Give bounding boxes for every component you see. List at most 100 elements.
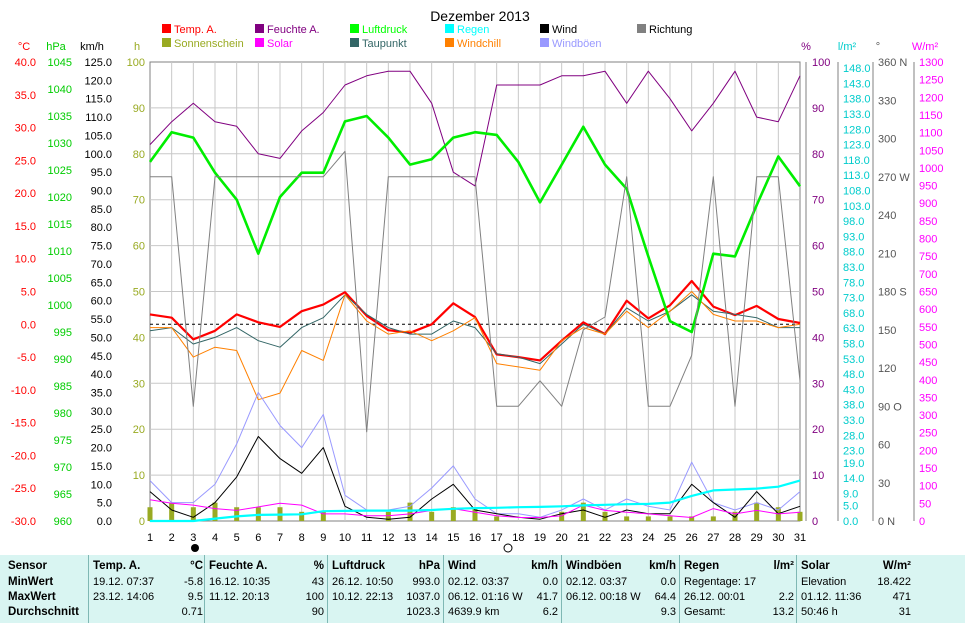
sunshine-bar [494, 516, 500, 521]
x-tick-label: 23 [621, 532, 633, 544]
y-tick-wind: 50.0 [91, 332, 112, 344]
y-tick-pressure: 975 [54, 435, 72, 447]
y-tick-wind: 90.0 [91, 186, 112, 198]
y-tick-humidity: 90 [812, 103, 824, 115]
axis-unit-solar: W/m² [912, 41, 939, 53]
y-tick-pressure: 1035 [48, 111, 72, 123]
table-cell-value: 993.0 [412, 576, 440, 588]
y-tick-solar: 250 [919, 428, 937, 440]
y-tick-rain: 19.0 [843, 458, 864, 470]
y-tick-rain: 103.0 [843, 201, 871, 213]
table-cell-value: 64.4 [654, 591, 676, 603]
table-row-label: MinWert [8, 576, 54, 588]
y-tick-solar: 300 [919, 410, 937, 422]
table-cell-value: 1037.0 [406, 591, 440, 603]
sunshine-bar [559, 511, 565, 521]
table-cell-value: 18.422 [877, 576, 911, 588]
table-cell: 50:46 h [801, 606, 838, 618]
x-tick-label: 12 [382, 532, 394, 544]
x-tick-label: 19 [534, 532, 546, 544]
series-line-richtung [150, 150, 801, 433]
y-tick-pressure: 1005 [48, 273, 72, 285]
axis-unit-temp: °C [18, 41, 30, 53]
y-tick-pressure: 985 [54, 381, 72, 393]
y-tick-pressure: 960 [54, 516, 72, 528]
table-cell: 26.12. 10:50 [332, 576, 394, 588]
table-header-unit: °C [190, 560, 203, 572]
y-tick-sunshine: 60 [133, 241, 145, 253]
y-tick-pressure: 1015 [48, 219, 72, 231]
y-tick-pressure: 1040 [48, 84, 72, 96]
y-tick-direction: 210 [878, 248, 896, 260]
y-tick-humidity: 100 [812, 57, 830, 69]
sunshine-bar [169, 502, 175, 521]
y-tick-sunshine: 50 [133, 287, 145, 299]
axis-unit-rain: l/m² [838, 41, 857, 53]
y-tick-temp: 25.0 [15, 155, 36, 167]
table-row-label: MaxWert [8, 591, 56, 603]
table-cell: Elevation [801, 576, 847, 588]
legend-label: Taupunkt [362, 38, 407, 50]
y-tick-rain: 68.0 [843, 308, 864, 320]
table-cell-value: 2.2 [778, 591, 794, 603]
y-tick-temp: 5.0 [21, 287, 36, 299]
x-tick-label: 2 [169, 532, 175, 544]
y-tick-pressure: 965 [54, 489, 72, 501]
y-tick-rain: 113.0 [843, 170, 870, 182]
table-cell-value: 471 [892, 591, 911, 603]
x-tick-label: 31 [794, 532, 806, 544]
x-tick-label: 22 [599, 532, 611, 544]
y-tick-solar: 950 [919, 181, 937, 193]
table-header: Temp. A. [93, 560, 141, 572]
table-cell-value: 43 [311, 576, 324, 588]
y-tick-rain: 53.0 [843, 354, 864, 366]
y-tick-pressure: 1020 [48, 192, 72, 204]
sunshine-bar [667, 516, 673, 521]
table-cell: Regentage: 17 [684, 576, 757, 588]
legend-label: Feuchte A. [267, 24, 320, 36]
y-tick-temp: 30.0 [15, 123, 36, 135]
x-tick-label: 15 [447, 532, 459, 544]
table-cell: 06.12. 01:16 W [448, 591, 523, 603]
y-tick-wind: 100.0 [84, 149, 112, 161]
y-tick-solar: 1000 [919, 163, 943, 175]
y-tick-rain: 108.0 [843, 186, 871, 198]
x-tick-label: 17 [491, 532, 503, 544]
sunshine-bar [472, 507, 478, 521]
table-cell: 16.12. 10:35 [209, 576, 271, 588]
y-tick-humidity: 70 [812, 195, 824, 207]
y-tick-temp: 35.0 [15, 90, 36, 102]
y-tick-pressure: 980 [54, 408, 72, 420]
y-tick-direction: 360 N [878, 57, 907, 69]
x-tick-label: 8 [299, 532, 305, 544]
y-tick-rain: 63.0 [843, 323, 864, 335]
legend-label: Regen [457, 24, 489, 36]
table-cell: 19.12. 07:37 [93, 576, 155, 588]
y-tick-wind: 40.0 [91, 369, 112, 381]
y-tick-wind: 55.0 [91, 314, 112, 326]
table-divider [796, 555, 797, 623]
table-cell-value: 0.0 [542, 576, 558, 588]
sunshine-bar [212, 502, 218, 521]
y-tick-wind: 115.0 [85, 94, 112, 106]
table-cell-value: 13.2 [772, 606, 794, 618]
y-tick-rain: 28.0 [843, 430, 864, 442]
y-tick-humidity: 40 [812, 332, 824, 344]
axis-unit-direction: ° [876, 41, 880, 53]
y-tick-direction: 180 S [878, 287, 907, 299]
y-tick-direction: 150 [878, 325, 896, 337]
y-tick-solar: 600 [919, 304, 937, 316]
x-tick-label: 6 [255, 532, 261, 544]
y-tick-pressure: 1010 [48, 246, 72, 258]
table-header-unit: W/m² [882, 560, 911, 572]
y-tick-temp: 0.0 [21, 319, 36, 331]
table-header: Sensor [8, 560, 47, 572]
y-tick-pressure: 1000 [48, 300, 72, 312]
table-cell-value: 0.71 [181, 606, 203, 618]
x-tick-label: 16 [469, 532, 481, 544]
sunshine-bar [450, 507, 456, 521]
y-tick-humidity: 30 [812, 378, 824, 390]
y-tick-wind: 15.0 [91, 461, 112, 473]
y-tick-solar: 150 [919, 463, 937, 475]
table-header: Windböen [566, 560, 622, 572]
